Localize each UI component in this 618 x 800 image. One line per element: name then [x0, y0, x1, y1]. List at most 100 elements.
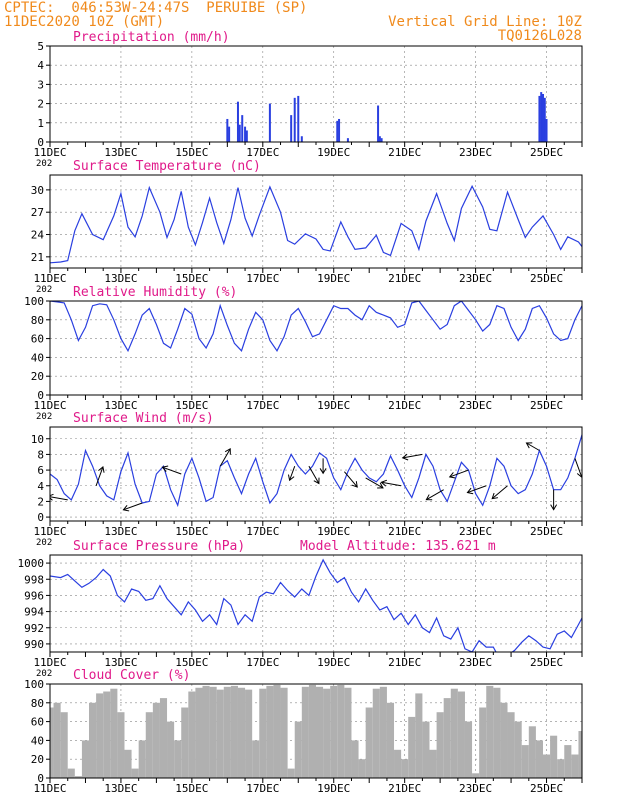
pressure-xtick-label: 19DEC — [317, 656, 350, 669]
wind-xtick-label: 17DEC — [246, 525, 279, 538]
cloud-cover-xtick-label: 13DEC — [104, 782, 137, 795]
wind-arrow-head — [319, 468, 327, 475]
precipitation-ytick-label: 1 — [37, 117, 44, 130]
precipitation-xtick-label: 21DEC — [388, 146, 421, 159]
cloud-cover-bar — [96, 693, 104, 778]
wind-arrow-head — [351, 481, 358, 488]
precipitation-bar — [338, 118, 341, 142]
cloud-cover-plot-area — [50, 684, 607, 778]
cloud-cover-bar — [422, 721, 430, 778]
wind-arrow-head — [598, 485, 603, 491]
pressure-ytick-label: 992 — [24, 622, 44, 635]
precipitation-xtick-label: 19DEC — [317, 146, 350, 159]
cloud-cover-bar — [593, 769, 600, 778]
cloud-cover-bar — [103, 691, 111, 778]
wind-arrow-head — [525, 442, 533, 449]
cloud-cover-bar — [74, 776, 82, 778]
pressure-xtick-label: 15DEC — [175, 656, 208, 669]
wind-arrow-shaft — [162, 466, 182, 475]
wind-ytick-label: 2 — [37, 495, 44, 508]
wind-arrow-shaft — [50, 496, 68, 501]
wind-year-stub: 202 — [36, 538, 52, 548]
pressure-title: Surface Pressure (hPa) — [73, 539, 245, 554]
wind-xtick-label: 15DEC — [175, 525, 208, 538]
pressure-annotation: Model Altitude: 135.621 m — [300, 539, 496, 554]
cloud-cover-bar — [81, 740, 90, 778]
wind-arrow — [380, 479, 402, 487]
humidity-ytick-label: 20 — [31, 370, 44, 383]
precipitation-bar — [293, 97, 296, 142]
pressure-xtick-label: 17DEC — [246, 656, 279, 669]
wind-ytick-label: 4 — [37, 480, 44, 493]
wind-arrow-shaft — [343, 471, 358, 488]
wind-ytick-label: 8 — [37, 448, 44, 461]
wind-arrow-shaft — [381, 481, 402, 487]
cloud-cover-bar — [230, 685, 238, 778]
temperature-xtick-label: 11DEC — [33, 272, 66, 285]
precipitation-bar — [297, 95, 300, 142]
precipitation-ytick-label: 0 — [37, 136, 44, 149]
cloud-cover-bar — [245, 689, 253, 778]
cloud-cover-bar — [195, 687, 203, 778]
wind-arrow — [95, 466, 105, 486]
wind-xtick-label: 21DEC — [388, 525, 421, 538]
wind-arrow-head — [377, 482, 384, 489]
wind-arrow — [287, 465, 296, 482]
cloud-cover-bar — [344, 687, 352, 778]
wind-arrow-shaft — [289, 465, 296, 481]
cloud-cover-bar — [159, 698, 168, 778]
wind-arrow-head — [466, 487, 474, 495]
cloud-cover-bar — [110, 688, 118, 778]
cloud-cover-bar — [301, 686, 309, 778]
cloud-cover-bar — [372, 688, 380, 778]
cloud-cover-xtick-label: 23DEC — [459, 782, 492, 795]
cloud-cover-bar — [557, 759, 565, 778]
cloud-cover-bar — [600, 736, 607, 778]
cloud-cover-bar — [124, 749, 132, 778]
pressure-ytick-label: 998 — [24, 573, 44, 586]
wind-arrow-head — [491, 492, 499, 500]
cloud-cover-xtick-label: 21DEC — [388, 782, 421, 795]
wind-arrow-shaft — [365, 477, 384, 489]
cloud-cover-bar — [216, 689, 224, 778]
pressure-frame — [49, 554, 583, 653]
precipitation-bar — [238, 124, 241, 142]
pressure-xtick-label: 13DEC — [104, 656, 137, 669]
wind-arrow — [401, 453, 423, 461]
precipitation-bar — [378, 136, 381, 142]
cloud-cover-bar — [394, 749, 402, 778]
wind-series-line — [50, 432, 582, 508]
wind-arrow-shaft — [426, 489, 444, 501]
precipitation-title: Precipitation (mm/h) — [73, 30, 230, 45]
cloud-cover-bar — [443, 698, 451, 778]
cloud-cover-bar — [401, 759, 409, 778]
cloud-cover-bar — [138, 740, 146, 778]
wind-arrow — [365, 477, 384, 489]
wind-arrow — [343, 471, 358, 488]
temperature-xtick-label: 13DEC — [104, 272, 137, 285]
precipitation-xtick-label: 13DEC — [104, 146, 137, 159]
header-station-line: CPTEC: 046:53W-24:47S PERUIBE (SP) — [4, 0, 308, 16]
cloud-cover-bar — [287, 768, 295, 778]
wind-arrow — [550, 489, 558, 511]
cloud-cover-bar — [408, 716, 416, 778]
precipitation-ytick-label: 2 — [37, 98, 44, 111]
cloud-cover-bar — [415, 693, 423, 778]
precipitation-bar — [244, 126, 247, 142]
cloud-cover-bar — [457, 691, 465, 778]
cloud-cover-bar — [294, 721, 302, 778]
cloud-cover-bar — [167, 721, 175, 778]
cloud-cover-xtick-label: 11DEC — [33, 782, 66, 795]
humidity-xtick-label: 15DEC — [175, 399, 208, 412]
cloud-cover-bar — [535, 740, 543, 778]
cloud-cover-bar — [330, 685, 338, 778]
pressure-xtick-label: 21DEC — [388, 656, 421, 669]
cloud-cover-bar — [493, 687, 501, 778]
cloud-cover-bar — [564, 745, 572, 778]
wind-arrow-head — [425, 494, 433, 501]
temperature-xtick-label: 23DEC — [459, 272, 492, 285]
header-model-code: TQ0126L028 — [497, 28, 582, 44]
precipitation-bar — [236, 101, 239, 142]
cloud-cover-bar — [550, 735, 558, 778]
precipitation-bar — [290, 115, 293, 142]
